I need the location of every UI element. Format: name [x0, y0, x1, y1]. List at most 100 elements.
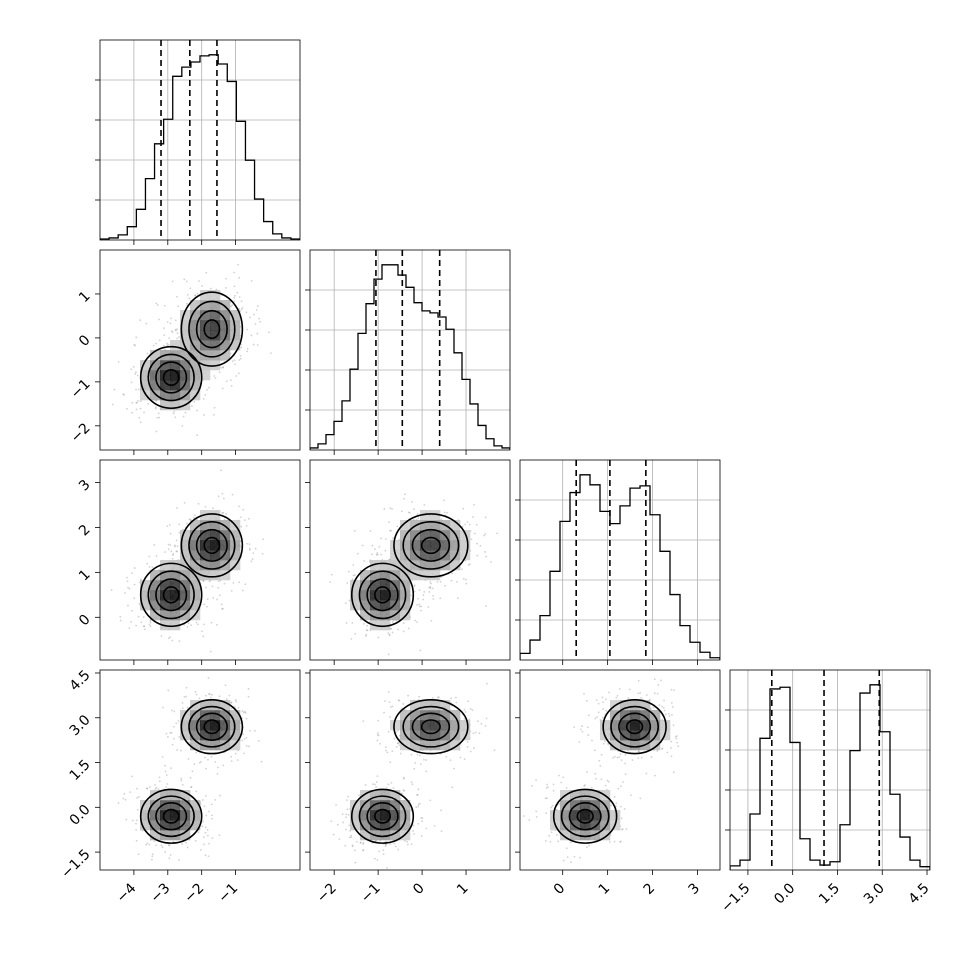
- contour-line: [411, 528, 451, 562]
- histogram-step-line: [520, 474, 720, 660]
- contour-line: [358, 795, 407, 838]
- density-shading: [550, 700, 671, 841]
- density-panel-0-1: −2 −1 0 1: [68, 249, 301, 455]
- contour-line: [350, 788, 415, 844]
- density-panel-2-3: 0 1 2 3: [515, 669, 721, 898]
- contour-line: [188, 300, 236, 358]
- panel-frame: [519, 459, 721, 661]
- contour-line: [203, 536, 221, 555]
- contour-line: [195, 528, 228, 562]
- y-tick-label: 4.5: [67, 667, 94, 694]
- density-shading: [140, 290, 241, 411]
- contour-line: [180, 513, 244, 578]
- histogram-step-line: [730, 684, 930, 870]
- density-panel-0-2: 0 1 2 3: [76, 459, 301, 665]
- y-tick-label: −1: [68, 376, 94, 402]
- panel-frame: [99, 669, 301, 871]
- contour-line: [576, 808, 594, 824]
- density-panel-1-3: −2 −1 0 1: [305, 669, 511, 906]
- panel-frame: [729, 669, 931, 871]
- contour-line: [180, 291, 244, 367]
- contour-line: [402, 705, 460, 748]
- y-tick-label: 1.5: [67, 757, 94, 784]
- x-tick-label: −2: [314, 880, 340, 906]
- panel-frame: [309, 669, 511, 871]
- x-tick-label: 0.0: [771, 880, 798, 907]
- contour-line: [139, 345, 203, 410]
- contour-line: [568, 802, 602, 831]
- contour-line: [155, 361, 188, 394]
- x-tick-label: 2: [641, 880, 659, 898]
- histogram-panel-2: [515, 459, 721, 665]
- contour-line: [393, 699, 469, 755]
- histogram-step-line: [310, 264, 510, 450]
- x-tick-label: −1: [358, 880, 384, 906]
- contour-line: [374, 586, 392, 604]
- y-tick-label: −1.5: [58, 846, 93, 881]
- density-panel-1-2: [305, 459, 511, 665]
- histogram-panel-1: [305, 249, 511, 455]
- x-tick-label: −4: [114, 880, 140, 906]
- histogram-step-line: [100, 54, 300, 240]
- contour-line: [618, 712, 652, 741]
- contour-line: [625, 719, 644, 735]
- y-tick-label: 1: [76, 288, 94, 306]
- y-tick-label: 0.0: [67, 802, 94, 829]
- x-tick-label: 0: [410, 880, 428, 898]
- contour-line: [195, 309, 228, 349]
- density-shading: [140, 510, 241, 631]
- contour-line: [203, 719, 221, 735]
- x-tick-label: 3.0: [861, 880, 888, 907]
- panel-frame: [99, 459, 301, 661]
- contour-line: [155, 578, 188, 612]
- contour-line: [195, 712, 228, 741]
- panel-frame: [519, 669, 721, 871]
- y-tick-label: 3: [76, 477, 94, 495]
- contour-line: [188, 705, 236, 748]
- x-tick-label: −1.5: [718, 880, 753, 915]
- panel-frame: [99, 39, 301, 241]
- x-tick-label: 1.5: [816, 880, 843, 907]
- contour-line: [162, 368, 180, 386]
- contour-line: [358, 570, 407, 620]
- contour-line: [139, 788, 203, 844]
- contour-line: [147, 795, 195, 838]
- contour-line: [350, 562, 415, 628]
- y-tick-label: 2: [76, 522, 94, 540]
- contour-line: [393, 513, 469, 578]
- density-panel-0-3: −1.5 0.0 1.5 3.0 4.5 −4 −3 −2 −1: [58, 667, 301, 906]
- density-shading: [350, 700, 471, 841]
- y-tick-label: 0: [76, 332, 94, 350]
- contour-line: [602, 699, 667, 755]
- x-tick-label: 1: [454, 880, 472, 898]
- contour-line: [155, 802, 188, 831]
- contour-line: [162, 586, 180, 604]
- x-tick-label: −3: [148, 880, 174, 906]
- contour-line: [188, 520, 236, 570]
- contour-line: [402, 520, 460, 570]
- panel-frame: [309, 249, 511, 451]
- contour-line: [147, 353, 195, 402]
- contour-line: [411, 712, 451, 741]
- panel-frame: [309, 459, 511, 661]
- panel-frame: [99, 249, 301, 451]
- x-tick-label: 0: [551, 880, 569, 898]
- contour-line: [139, 562, 203, 628]
- x-tick-label: −2: [181, 880, 207, 906]
- contour-line: [610, 705, 660, 748]
- contour-line: [180, 699, 244, 755]
- x-tick-label: −1: [215, 880, 241, 906]
- contour-line: [420, 536, 441, 555]
- y-tick-label: 1: [76, 567, 94, 585]
- contour-line: [366, 802, 399, 831]
- contour-line: [162, 808, 180, 824]
- histogram-panel-3: −1.5 0.0 1.5 3.0 4.5: [718, 669, 933, 916]
- x-tick-label: 1: [596, 880, 614, 898]
- contour-line: [147, 570, 195, 620]
- contour-line: [560, 795, 610, 838]
- x-tick-label: 3: [686, 880, 704, 898]
- y-tick-label: −2: [68, 420, 94, 446]
- histogram-panel-0: [95, 39, 301, 245]
